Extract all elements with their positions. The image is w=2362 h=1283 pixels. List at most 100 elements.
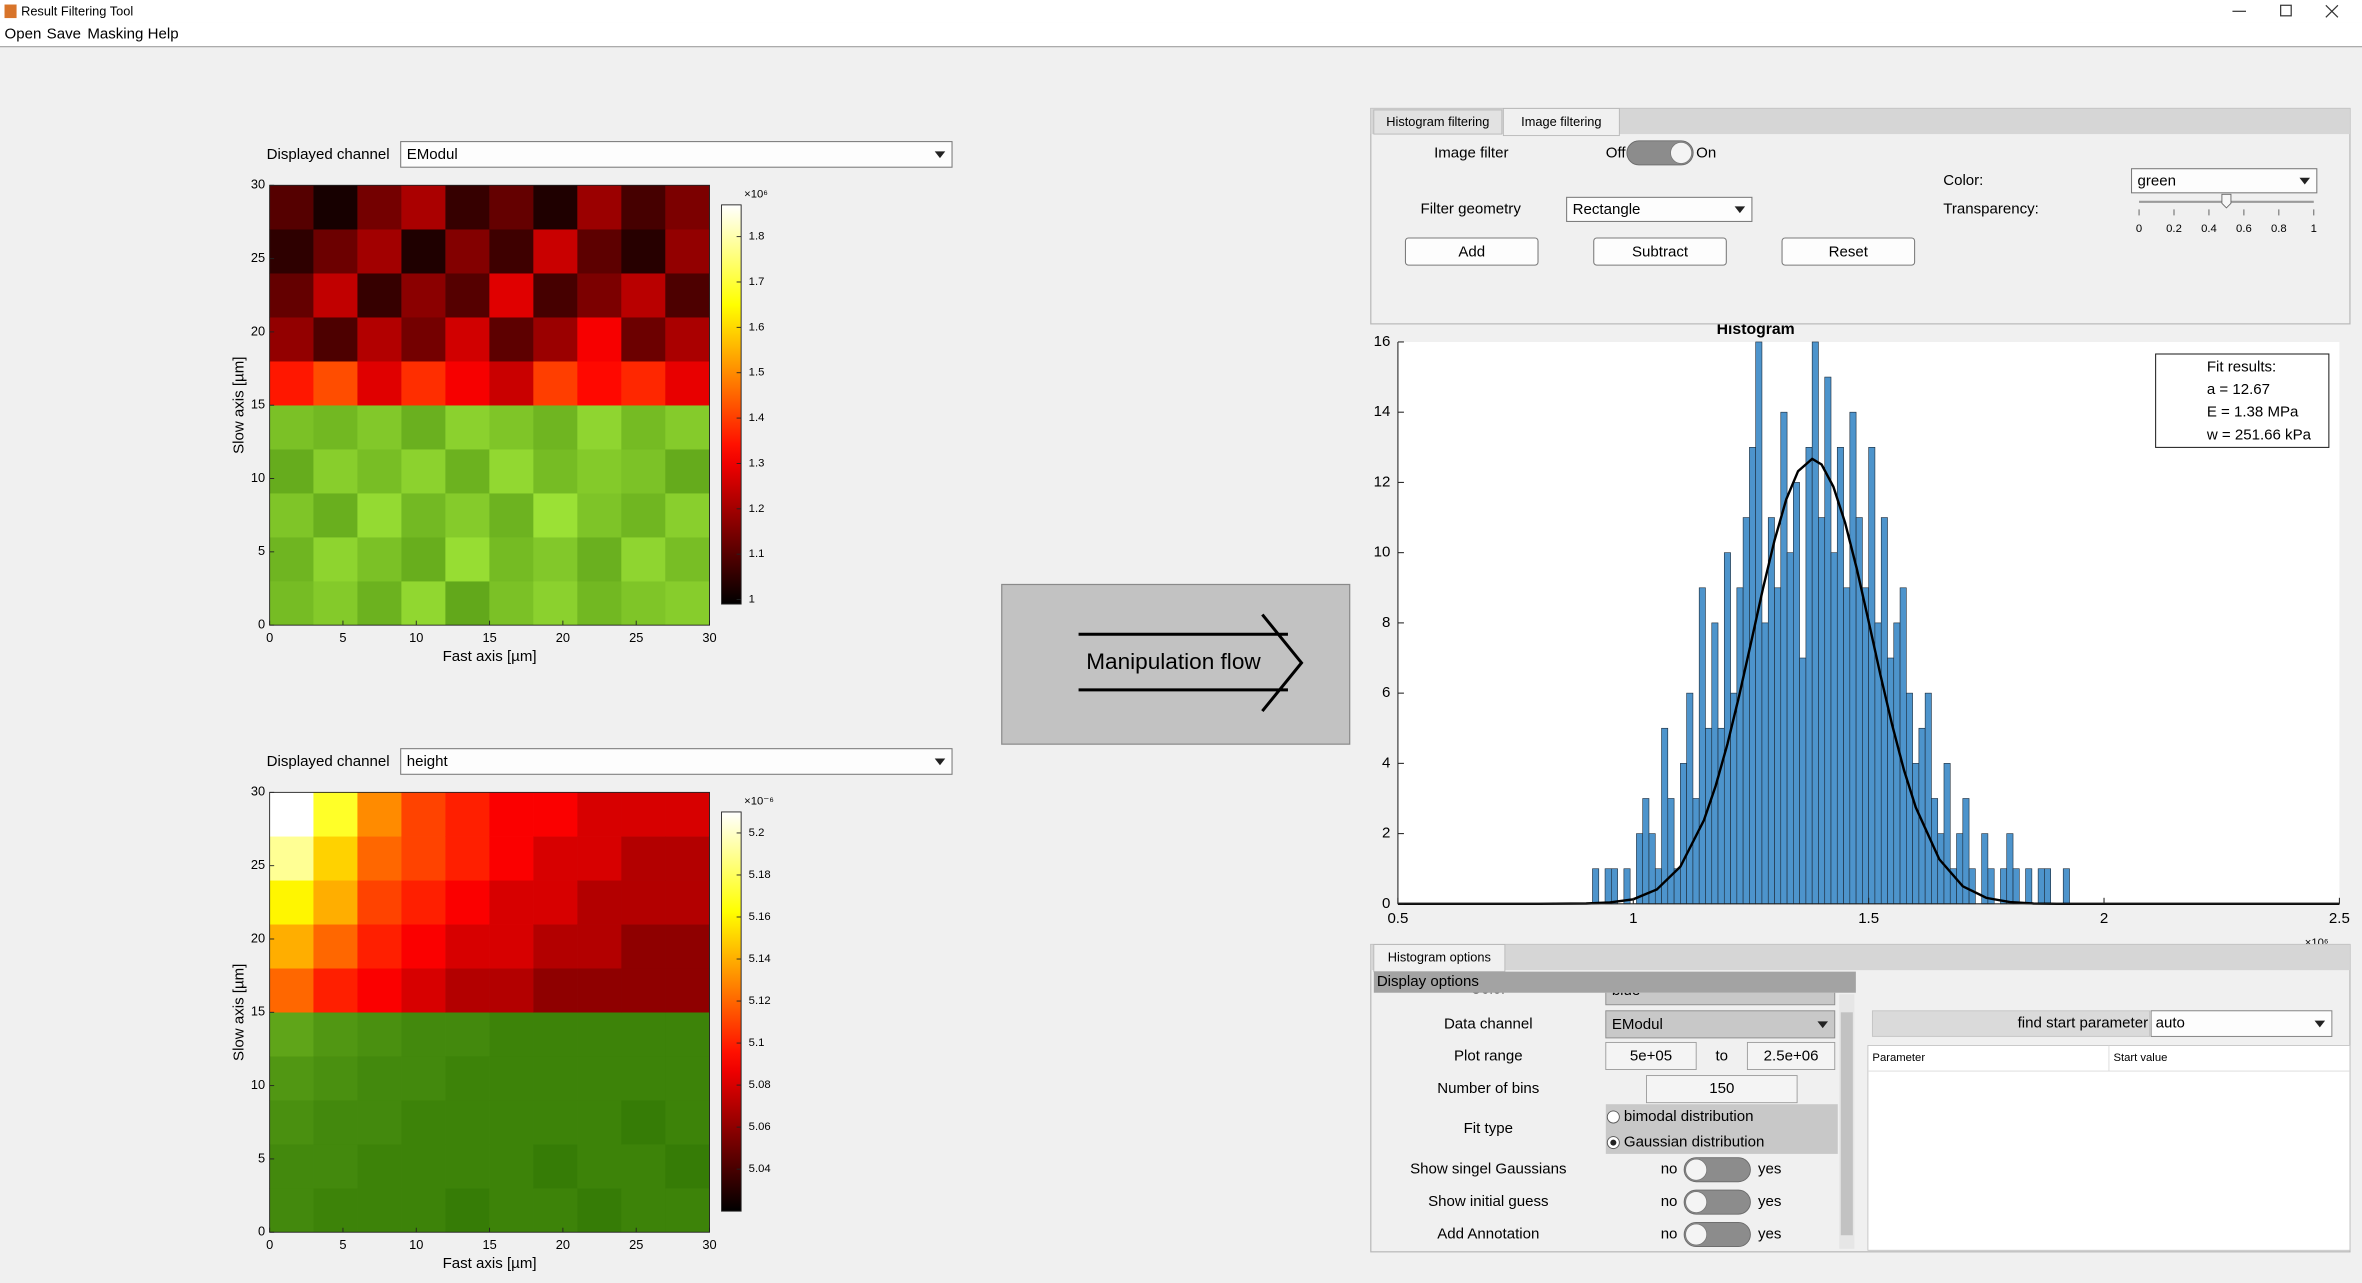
scroll-area: Color blue: [1470, 978, 1836, 1006]
range-from-value: 5e+05: [1630, 1048, 1672, 1065]
masked-cell: [401, 580, 446, 626]
heatmap-cell: [445, 792, 490, 837]
range-to-field[interactable]: [1746, 1041, 1836, 1070]
scrollbar-thumb[interactable]: [1840, 1012, 1853, 1236]
heatmap-cell: [665, 880, 710, 925]
menu-item[interactable]: Open: [5, 26, 42, 43]
masked-cell: [445, 448, 490, 494]
heatmap-cell: [401, 968, 446, 1013]
histogram-bar: [1623, 868, 1631, 905]
masked-cell: [401, 1012, 446, 1057]
slider-tick-label: 0.8: [2271, 223, 2287, 235]
masked-cell: [621, 1144, 666, 1189]
x-tick-label: 0: [266, 1237, 273, 1252]
filter-button[interactable]: [1593, 237, 1727, 266]
masked-cell: [401, 1144, 446, 1189]
start-mode-dropdown[interactable]: [2150, 1010, 2333, 1037]
histogram-bar: [1749, 447, 1756, 905]
color-field[interactable]: [1605, 978, 1836, 1006]
tab-active[interactable]: [1502, 108, 1620, 137]
y-tick-label: 20: [251, 323, 265, 338]
histogram-bar: [1592, 868, 1600, 905]
heatmap-cell: [489, 229, 534, 274]
y-tick-label: 15: [251, 1004, 265, 1019]
masked-cell: [269, 1188, 314, 1233]
heatmap-cell: [269, 880, 314, 925]
menu-item[interactable]: Masking: [87, 26, 143, 43]
heatmap-cell: [489, 792, 534, 837]
color-dropdown[interactable]: [2130, 168, 2318, 194]
heatmap-cell: [621, 836, 666, 881]
tab[interactable]: [1373, 109, 1503, 135]
bins-field[interactable]: [1646, 1075, 1798, 1104]
y-tick-label: 0: [258, 617, 265, 632]
channel-dropdown[interactable]: [1605, 1010, 1836, 1039]
heatmap-cell: [489, 968, 534, 1013]
y-tick-label: 16: [1374, 333, 1391, 350]
masked-cell: [313, 492, 358, 538]
heatmap-cell: [665, 229, 710, 274]
channel-value: EModul: [1612, 1016, 1663, 1033]
x-tick-label: 25: [629, 630, 643, 645]
colorbar-exponent: ×10⁶: [744, 188, 768, 200]
masked-cell: [621, 404, 666, 450]
heatmap-cell: [445, 968, 490, 1013]
masked-cell: [577, 1100, 622, 1145]
heatmap-cell: [621, 968, 666, 1013]
section-header: [1373, 971, 1856, 993]
close-button[interactable]: [2325, 4, 2339, 18]
histogram-bar: [1680, 763, 1687, 905]
masked-cell: [401, 448, 446, 494]
table-header: Start value: [2113, 1052, 2167, 1064]
heatmap-cell: [313, 229, 358, 274]
masked-cell: [577, 580, 622, 626]
histogram-bar: [1830, 552, 1838, 905]
filter-button[interactable]: [1404, 237, 1539, 266]
heatmap-cell: [665, 185, 710, 230]
menu-item[interactable]: Save: [47, 26, 81, 43]
channel-dropdown[interactable]: [400, 141, 953, 168]
menu-item[interactable]: Help: [148, 26, 179, 43]
find-button[interactable]: [1871, 1010, 2151, 1037]
masked-cell: [313, 1056, 358, 1101]
masked-cell: [401, 1100, 446, 1145]
histogram-bar: [1943, 763, 1951, 905]
histogram-bar: [1742, 517, 1750, 905]
range-from-field[interactable]: [1605, 1041, 1697, 1070]
filter-button[interactable]: [1781, 237, 1916, 266]
y-axis-label: Slow axis [µm]: [230, 357, 247, 454]
slider-thumb[interactable]: [2221, 193, 2232, 209]
heatmap-cell: [313, 968, 358, 1013]
range-to-value: 2.5e+06: [1764, 1048, 1819, 1065]
field-label: Plot range: [1454, 1048, 1523, 1065]
masked-cell: [269, 1056, 314, 1101]
annotation-line: a = 12.67: [2207, 381, 2270, 398]
masked-cell: [357, 1012, 402, 1057]
restore-button[interactable]: [2280, 4, 2292, 17]
toggle-off-label: no: [1661, 1225, 1678, 1242]
channel-dropdown[interactable]: [400, 748, 953, 775]
colorbar-tick-label: 1.1: [749, 548, 765, 560]
histogram-bar: [1673, 868, 1681, 905]
heatmap-cell: [313, 361, 358, 406]
y-tick-label: 15: [251, 397, 265, 412]
heatmap-cell: [357, 880, 402, 925]
y-tick-label: 14: [1374, 403, 1391, 420]
histogram-bar: [1786, 552, 1794, 905]
masked-cell: [665, 1056, 710, 1101]
bins-value: 150: [1709, 1080, 1734, 1097]
masked-cell: [357, 404, 402, 450]
find-button-label: find start parameter: [2018, 1015, 2148, 1032]
heatmap-cell: [357, 792, 402, 837]
radio-label: Gaussian distribution: [1624, 1134, 1765, 1151]
heatmap-cell: [401, 361, 446, 406]
x-tick-label: 5: [339, 1237, 346, 1252]
x-tick-label: 15: [482, 630, 496, 645]
masked-cell: [665, 1144, 710, 1189]
field-label: Color: [1470, 981, 1506, 998]
radio-button[interactable]: [1606, 1110, 1620, 1124]
geometry-dropdown[interactable]: [1566, 196, 1753, 222]
histogram-bar: [1981, 833, 1989, 905]
masked-cell: [533, 580, 578, 626]
toggle-on-label: yes: [1758, 1225, 1781, 1242]
